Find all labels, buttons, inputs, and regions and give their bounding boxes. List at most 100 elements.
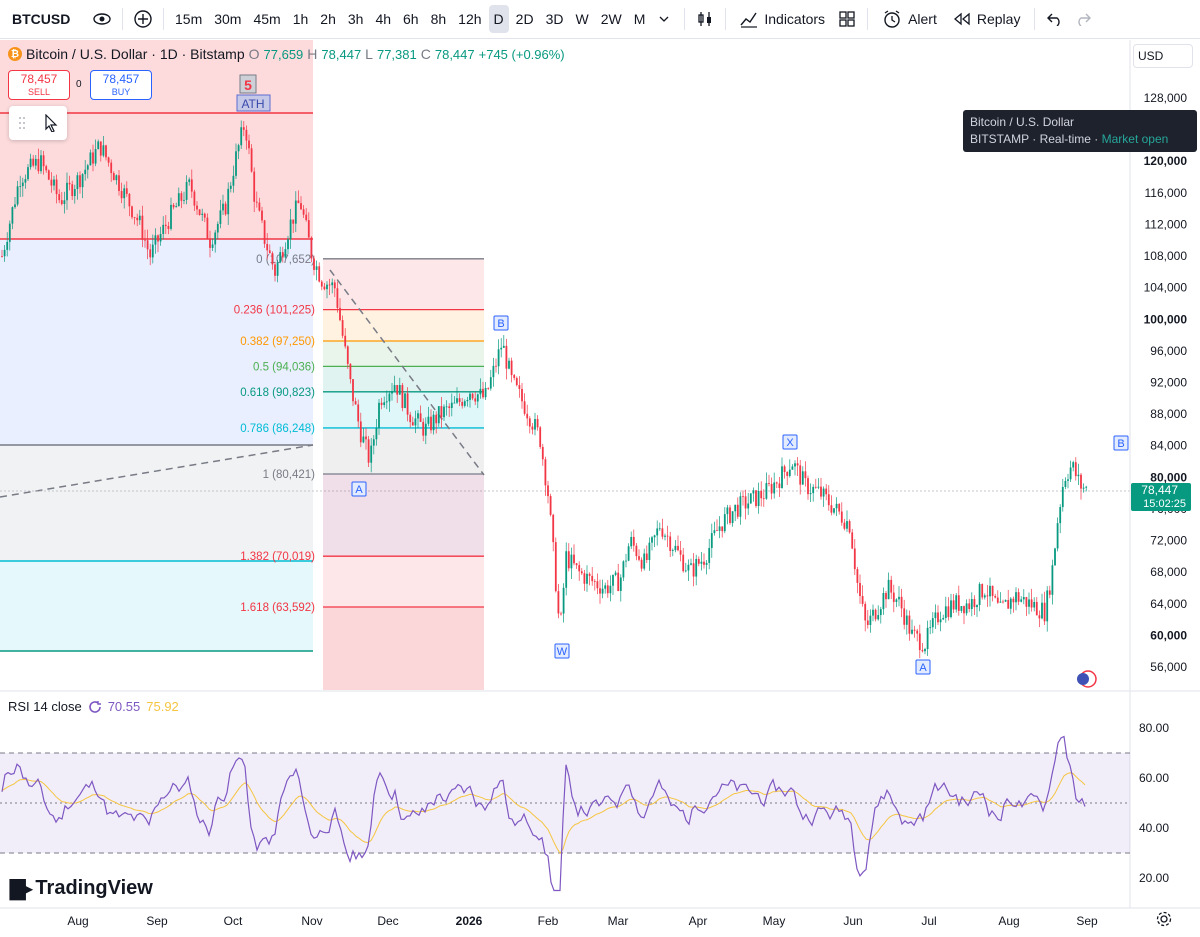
candle-body	[989, 585, 991, 597]
buy-button[interactable]: 78,457 BUY	[90, 70, 152, 100]
candle-body	[411, 422, 414, 426]
currency-selector[interactable]: USD	[1133, 44, 1193, 68]
candle-body	[76, 175, 79, 190]
candle-body	[422, 421, 425, 436]
candle-body	[287, 239, 289, 250]
sell-button[interactable]: 78,457 SELL	[8, 70, 70, 100]
symbol-search[interactable]: BTCUSD	[6, 6, 88, 32]
candle-body	[53, 179, 55, 186]
candle-body	[201, 213, 204, 215]
candle-body	[92, 152, 94, 164]
cursor-arrow-icon[interactable]	[44, 114, 58, 132]
candle-body	[596, 581, 599, 589]
candle-body	[180, 193, 183, 201]
interval-3d[interactable]: 3D	[545, 11, 564, 27]
interval-2w[interactable]: 2W	[600, 11, 622, 27]
candle-body	[487, 387, 490, 389]
candle-body	[885, 593, 887, 600]
price-tick: 100,000	[1144, 312, 1188, 326]
candle-body	[1069, 467, 1072, 480]
candle-body	[232, 175, 235, 186]
candle-body	[723, 514, 726, 532]
interval-15m[interactable]: 15m	[175, 11, 203, 27]
interval-6h[interactable]: 6h	[403, 11, 419, 27]
candle-body	[198, 209, 201, 215]
candle-body	[120, 190, 123, 199]
current-price-badge	[1131, 483, 1191, 511]
candle-body	[609, 585, 612, 594]
candle-body	[562, 587, 565, 614]
candle-body	[68, 182, 71, 185]
sell-label: SELL	[27, 87, 51, 97]
undo-icon[interactable]	[1041, 5, 1069, 33]
replay-button[interactable]: Replay	[945, 5, 1029, 33]
interval-8h[interactable]: 8h	[430, 11, 447, 27]
candle-body	[749, 493, 752, 504]
candle-body	[313, 258, 315, 270]
candle-body	[435, 414, 438, 424]
candle-body	[1028, 599, 1030, 607]
interval-3h[interactable]: 3h	[347, 11, 364, 27]
candle-body	[947, 606, 950, 618]
rsi-title[interactable]: RSI 14 close	[8, 699, 82, 714]
interval-12h[interactable]: 12h	[458, 11, 482, 27]
drag-handle-icon[interactable]	[18, 116, 26, 130]
candle-body	[809, 493, 812, 495]
candle-body	[653, 535, 656, 538]
candle-body	[227, 188, 230, 215]
candle-body	[960, 606, 963, 611]
tooltip-exchange: BITSTAMP	[970, 132, 1029, 146]
redo-icon[interactable]	[1069, 5, 1097, 33]
candle-body	[1051, 565, 1054, 595]
interval-w[interactable]: W	[575, 11, 589, 27]
chevron-down-icon[interactable]	[650, 5, 678, 33]
candle-body	[250, 148, 253, 172]
candle-body	[463, 401, 466, 406]
candle-body	[484, 387, 487, 398]
fib-band	[323, 474, 484, 557]
interval-m[interactable]: M	[633, 11, 646, 27]
current-price-label: 78,447	[1141, 483, 1178, 497]
candle-body	[323, 286, 326, 290]
candle-body	[157, 235, 159, 242]
interval-2h[interactable]: 2h	[320, 11, 336, 27]
candle-body	[588, 573, 591, 576]
wave-label-x-box	[782, 434, 798, 450]
compare-add-icon[interactable]	[129, 5, 157, 33]
candle-body	[248, 140, 250, 149]
candle-body	[352, 379, 354, 402]
alert-button[interactable]: Alert	[874, 5, 945, 33]
candle-body	[807, 478, 809, 495]
candle-body	[1077, 474, 1080, 477]
candle-body	[838, 503, 841, 512]
legend-title[interactable]: Bitcoin / U.S. Dollar · 1D · Bitstamp	[26, 46, 245, 62]
spread-value: 0	[76, 79, 82, 90]
candlestick-type-icon[interactable]	[691, 5, 719, 33]
tradingview-logo[interactable]: ▇▸ TradingView	[10, 876, 153, 901]
candle-body	[81, 174, 84, 188]
interval-d[interactable]: D	[488, 5, 509, 33]
interval-45m[interactable]: 45m	[253, 11, 281, 27]
interval-1h[interactable]: 1h	[292, 11, 309, 27]
candle-body	[133, 217, 136, 219]
alert-label: Alert	[908, 11, 937, 27]
candle-body	[721, 526, 724, 532]
candle-body	[567, 551, 570, 569]
interval-4h[interactable]: 4h	[375, 11, 392, 27]
candle-body	[365, 436, 367, 440]
interval-2d[interactable]: 2D	[515, 11, 534, 27]
candle-body	[414, 418, 417, 426]
candle-body	[794, 463, 796, 467]
watchlist-eye-icon[interactable]	[88, 5, 116, 33]
candle-body	[593, 581, 596, 582]
interval-30m[interactable]: 30m	[214, 11, 242, 27]
candle-body	[934, 612, 937, 619]
top-toolbar: BTCUSD 15m 30m 45m 1h 2h 3h 4h 6h 8h 12h D 2D 3D W 2W M…	[0, 0, 1200, 39]
candle-body	[619, 577, 622, 591]
settings-gear-icon[interactable]	[1156, 911, 1172, 932]
candle-body	[266, 243, 269, 251]
candle-body	[11, 207, 14, 224]
indicators-button[interactable]: Indicators	[732, 5, 833, 33]
layouts-grid-icon[interactable]	[833, 5, 861, 33]
candle-body	[950, 600, 952, 618]
